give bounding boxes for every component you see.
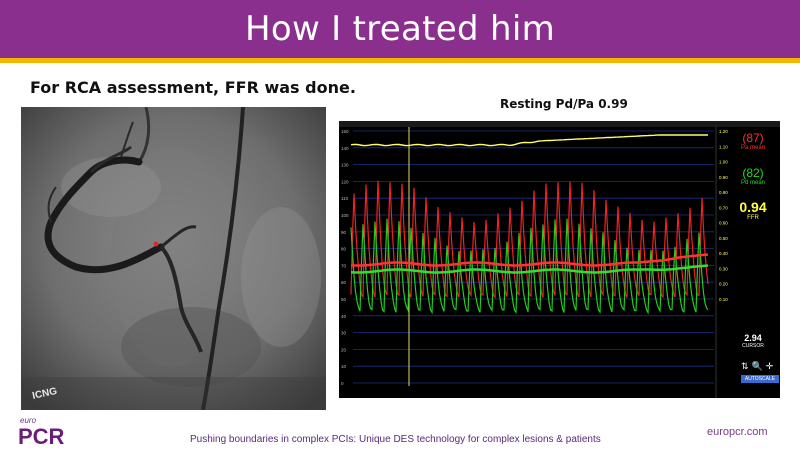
left-axis-tick: 70: [341, 263, 347, 268]
svg-text:PCR: PCR: [18, 424, 65, 447]
left-axis-tick: 60: [341, 280, 347, 285]
autoscale-button[interactable]: AUTOSCALE: [741, 375, 779, 383]
right-axis-tick: 0.80: [719, 190, 728, 195]
left-axis-tick: 150: [341, 129, 349, 134]
right-axis-tick: 0.30: [719, 266, 728, 271]
left-axis-tick: 10: [341, 364, 347, 369]
right-axis-tick: 0.40: [719, 251, 728, 256]
trace-caption: Resting Pd/Pa 0.99: [500, 97, 628, 111]
angiogram-image: ICNG: [21, 107, 326, 410]
pd-mean-value: (82): [742, 166, 764, 180]
left-axis-tick: 90: [341, 230, 347, 235]
pa-readout: (87) Pa mean: [727, 131, 779, 151]
right-axis-tick: 1.10: [719, 144, 728, 149]
ffr-ratio-line: [350, 134, 708, 147]
left-axis-tick: 110: [341, 196, 349, 201]
ffr-readout: 0.94 FFR: [727, 199, 779, 221]
footer-tagline: Pushing boundaries in complex PCIs: Uniq…: [190, 434, 601, 445]
right-axis-tick: 1.00: [719, 160, 728, 165]
right-axis-tick: 0.60: [719, 221, 728, 226]
angiogram-drawing: ICNG: [21, 107, 326, 410]
zoom-icon[interactable]: 🔍: [751, 361, 763, 371]
left-axis-tick: 20: [341, 347, 347, 352]
cursor-readout: 2.94 CURSOR: [727, 333, 779, 349]
left-axis-tick: 100: [341, 213, 349, 218]
right-axis-tick: 0.90: [719, 175, 728, 180]
europcr-logo-mark: euro PCR: [18, 416, 65, 449]
right-axis-tick: 0.50: [719, 236, 728, 241]
title-bar: How I treated him: [0, 0, 800, 58]
right-axis-tick: 0.10: [719, 297, 728, 302]
angio-label: ICNG: [31, 386, 58, 402]
left-axis-tick: 120: [341, 179, 349, 184]
title-divider: [0, 58, 800, 63]
pd-readout: (82) Pd mean: [727, 166, 779, 186]
left-axis-tick: 30: [341, 331, 347, 336]
pa-mean-value: (87): [742, 131, 764, 145]
left-axis-tick: 80: [341, 247, 347, 252]
left-axis-tick: 130: [341, 163, 349, 168]
pa-mean-label: Pa mean: [740, 145, 765, 151]
left-axis-tick: 40: [341, 314, 347, 319]
footer-url[interactable]: europcr.com: [707, 426, 768, 438]
pd-mean-line: [350, 264, 709, 274]
europcr-logo: euro PCR: [18, 413, 78, 449]
right-axis-tick: 0.20: [719, 282, 728, 287]
right-axis-tick: 0.70: [719, 205, 728, 210]
slide-title: How I treated him: [245, 9, 555, 49]
svg-text:euro: euro: [20, 416, 37, 425]
monitor-toolbar: ⇅ 🔍 ✛: [741, 361, 780, 372]
left-axis-tick: 140: [341, 146, 349, 151]
pa-mean-line: [350, 253, 709, 267]
ffr-value: 0.94: [739, 199, 767, 215]
left-axis-tick: 0: [341, 381, 344, 386]
cursor-value: 2.94: [744, 333, 762, 343]
pressure-monitor: 150 140 130 120 110 100 90 80 70 60 50 40 30 20 10 0 1.…: [339, 121, 780, 398]
pd-mean-label: Pd mean: [740, 180, 765, 186]
ffr-label: FFR: [747, 215, 759, 221]
pan-icon[interactable]: ✛: [765, 361, 774, 371]
left-axis-tick: 50: [341, 297, 347, 302]
cursor-label: CURSOR: [742, 343, 764, 349]
slide-subtitle: For RCA assessment, FFR was done.: [30, 78, 356, 97]
right-axis-tick: 1.20: [719, 129, 728, 134]
cursor-tool-icon[interactable]: ⇅: [741, 361, 749, 371]
